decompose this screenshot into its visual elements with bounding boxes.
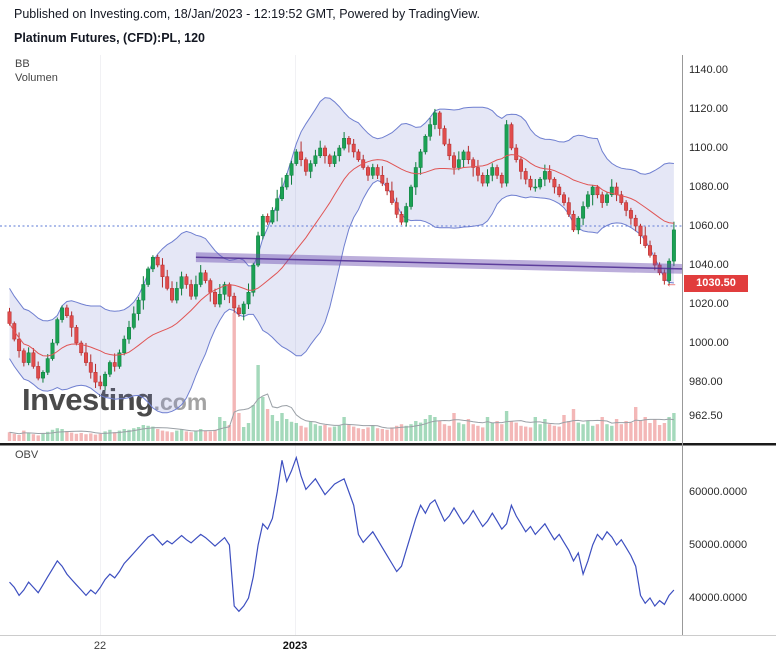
legend-volume-indicator[interactable]: Volumen	[15, 72, 58, 84]
bollinger-midline-layer	[9, 154, 674, 357]
watermark-main-text: Investing	[22, 382, 154, 417]
obv-line-layer	[9, 455, 675, 613]
support-trendline-layer	[195, 252, 682, 274]
volume-layer	[7, 313, 676, 441]
bollinger-bands-layer	[0, 97, 682, 414]
legend-obv-indicator[interactable]: OBV	[15, 449, 39, 461]
publish-header: Published on Investing.com, 18/Jan/2023 …	[14, 7, 481, 21]
last-price-arrow-icon: ←	[665, 275, 678, 290]
last-price-badge: 1030.50	[684, 275, 748, 292]
watermark-com-text: .com	[154, 389, 208, 415]
legend-bb-indicator[interactable]: BB	[15, 58, 30, 70]
pane-separator[interactable]	[0, 443, 776, 446]
investing-watermark-logo: Investing.com	[22, 382, 207, 418]
chart-title: Platinum Futures, (CFD):PL, 120	[14, 31, 205, 45]
